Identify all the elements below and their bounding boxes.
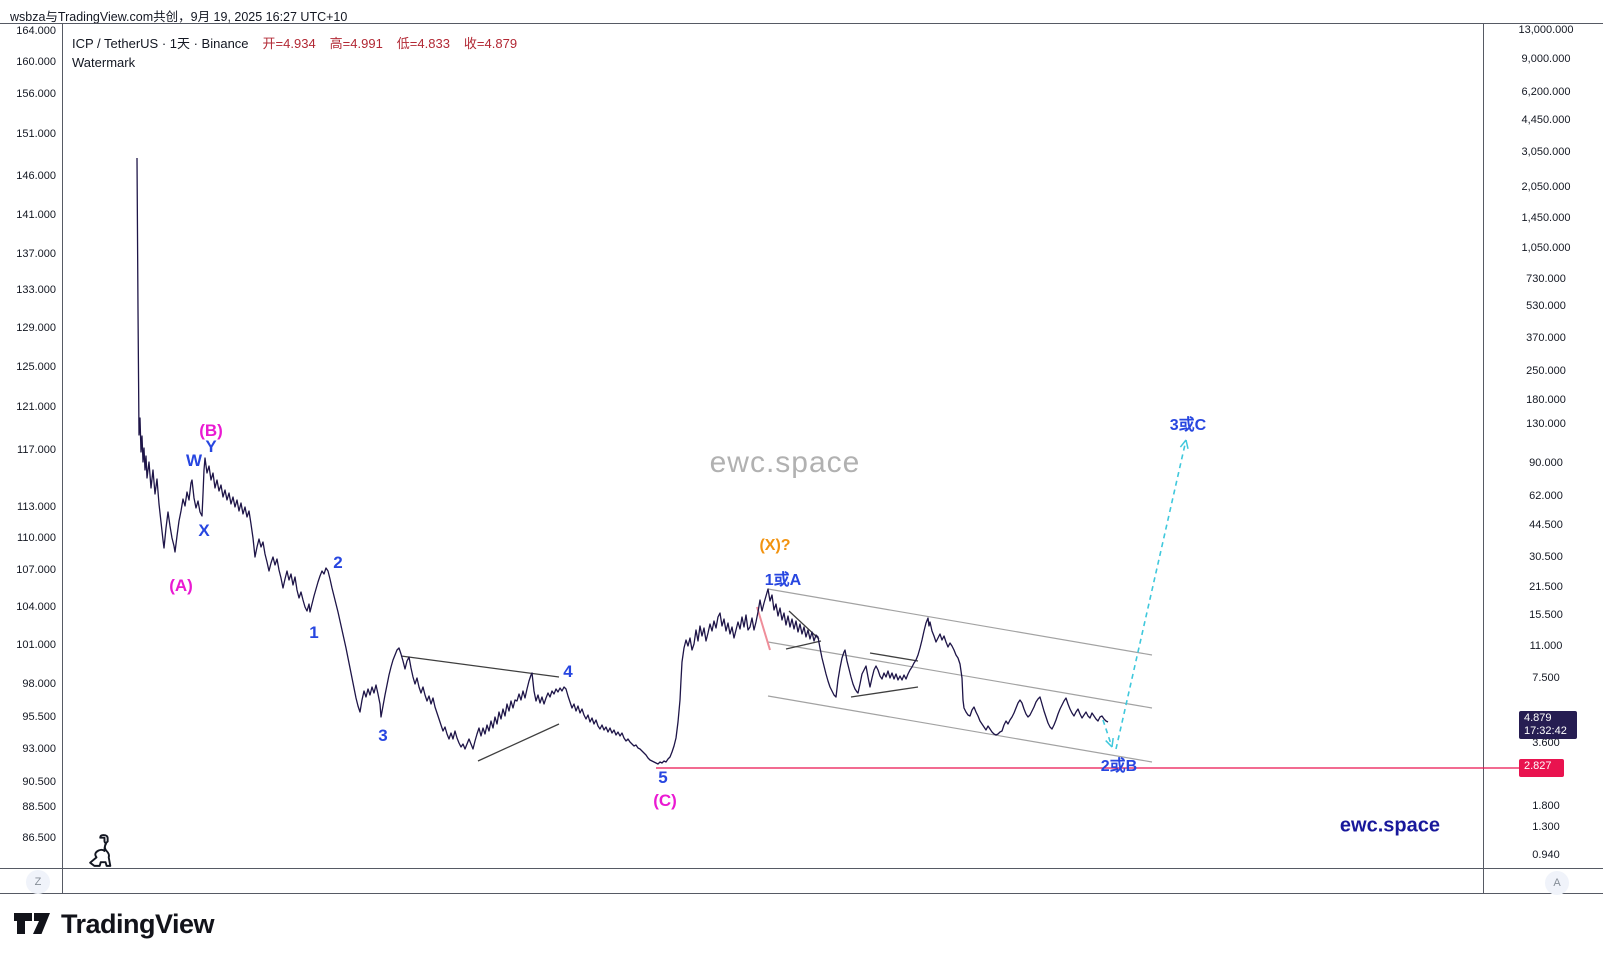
right-axis-tick: 530.000 [1526,300,1566,312]
right-axis-tick: 7.500 [1532,672,1560,684]
right-axis-tick: 250.000 [1526,365,1566,377]
right-axis-tick: 1.800 [1532,800,1560,812]
wave-annotation[interactable]: 3或C [1169,417,1207,434]
wave-annotation[interactable]: (X)? [759,537,791,554]
left-axis-tick: 101.000 [16,639,56,651]
auto-scale-button[interactable]: A [1545,871,1569,895]
time-axis-bottom-border [0,893,1603,894]
dino-icon [89,834,112,867]
left-axis-tick: 146.000 [16,170,56,182]
left-axis-tick: 104.000 [16,601,56,613]
right-axis-tick: 1,450.000 [1521,212,1571,224]
wave-annotation[interactable]: W [185,451,203,470]
right-axis-tick: 1,050.000 [1521,242,1571,254]
wave-annotation[interactable]: 1 [309,623,319,642]
ohlc-item: 高=4.991 [329,36,383,51]
left-axis-tick: 121.000 [16,401,56,413]
right-axis-tick: 130.000 [1526,418,1566,430]
left-axis-tick: 98.000 [22,678,56,690]
right-axis-tick: 13,000.000 [1518,24,1574,36]
right-axis-tick: 2,050.000 [1521,181,1571,193]
right-axis-tick: 9,000.000 [1521,53,1571,65]
ohlc-item: 收=4.879 [463,36,518,51]
right-axis-tick: 90.000 [1529,457,1563,469]
center-watermark: ewc.space [709,446,861,479]
left-axis-tick: 113.000 [17,501,56,513]
symbol-legend: ICP / TetherUS · 1天 · Binance 开=4.934 高=4.… [72,33,529,70]
right-axis-tick: 180.000 [1526,394,1566,406]
attribution-text: wsbza与TradingView.com共创，9月 19, 2025 16:2… [10,10,348,24]
left-axis-tick: 95.500 [22,711,56,723]
right-axis-tick: 15.500 [1529,609,1563,621]
wave-annotation[interactable]: 3 [378,726,388,745]
left-axis-tick: 141.000 [16,209,56,221]
tradingview-logo-icon [14,913,50,934]
left-axis-tick: 93.000 [22,743,56,755]
left-axis-tick: 137.000 [16,248,56,260]
left-axis-tick: 88.500 [22,801,56,813]
left-axis-tick: 90.500 [22,776,56,788]
ohlc-values: 开=4.934 高=4.991 低=4.833 收=4.879 [255,36,524,51]
chart-top-border [0,23,1603,24]
wave-annotation[interactable]: (C) [653,791,677,810]
right-axis-tick: 11.000 [1529,640,1563,652]
time-axis-top-border [0,868,1603,869]
ohlc-item: 低=4.833 [396,36,450,51]
ewc-space-watermark: ewc.space [1339,814,1440,837]
wave-annotation[interactable]: 5 [658,768,668,787]
wave-annotation[interactable]: X [198,521,210,540]
timezone-button[interactable]: Z [26,870,50,894]
right-axis-tick: 62.000 [1529,490,1563,502]
wave-annotation[interactable]: (A) [169,576,193,595]
ohlc-item: 开=4.934 [262,36,316,51]
left-axis-tick: 164.000 [16,25,56,37]
left-axis-tick: 133.000 [16,284,56,296]
right-axis-tick: 30.500 [1529,551,1563,563]
right-axis-tick: 1.300 [1532,821,1560,833]
right-axis-tick: 3.600 [1532,737,1560,749]
right-axis-tick: 0.940 [1532,849,1560,861]
left-axis-tick: 125.000 [16,361,56,373]
last-price-label: 4.879 17:32:42 [1519,711,1577,739]
wave-annotation[interactable]: Y [205,437,217,456]
left-axis-tick: 110.000 [17,532,56,544]
left-axis-tick: 156.000 [16,88,56,100]
right-axis-tick: 370.000 [1526,332,1566,344]
wave-annotation[interactable]: 4 [563,662,573,681]
left-axis-tick: 107.000 [16,564,56,576]
right-axis-border [1483,23,1484,893]
right-axis-tick: 4,450.000 [1521,114,1571,126]
wave-annotation[interactable]: 1或A [764,572,802,589]
time-axis[interactable]: 7月20227月20237月20247月20257月20267月2027 [0,868,1603,893]
symbol-title[interactable]: ICP / TetherUS · 1天 · Binance [72,36,249,51]
left-axis-tick: 117.000 [17,444,56,456]
left-axis-tick: 129.000 [16,322,56,334]
left-axis-border [62,23,63,893]
left-axis-tick: 160.000 [16,56,56,68]
right-axis-tick: 3,050.000 [1521,146,1571,158]
footer-brand[interactable]: TradingView [14,902,215,946]
left-axis-tick: 151.000 [16,128,56,140]
right-axis-tick: 730.000 [1526,273,1566,285]
tradingview-logo-text: TradingView [61,908,215,939]
wave-annotation[interactable]: 2或B [1100,758,1138,775]
left-axis-tick: 86.500 [22,832,56,844]
wave-annotation[interactable]: (B) [199,421,223,440]
level-price-label: 2.827 [1519,759,1564,777]
watermark-setting-label: Watermark [72,55,136,70]
right-axis-tick: 21.500 [1529,581,1563,593]
right-axis-tick: 44.500 [1529,519,1563,531]
right-axis-tick: 6,200.000 [1521,86,1571,98]
wave-annotation[interactable]: 2 [333,553,343,572]
